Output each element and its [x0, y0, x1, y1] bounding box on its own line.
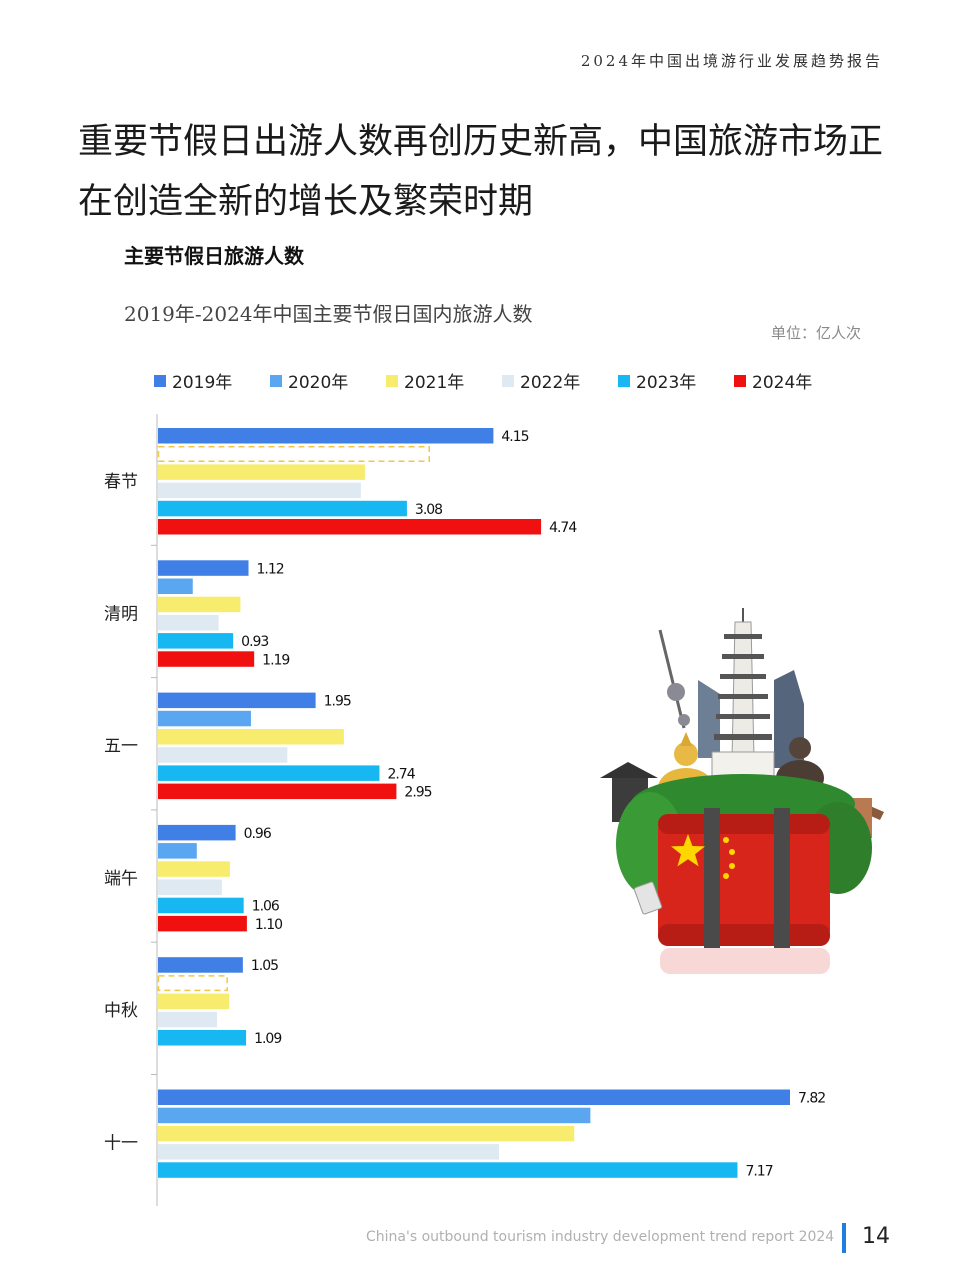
chart-unit-label: 单位：亿人次: [770, 324, 861, 342]
legend-label-2021: 2021年: [404, 373, 465, 393]
chart-bar: [158, 578, 193, 594]
chart-data-label: 1.09: [254, 1031, 281, 1047]
legend-label-2023: 2023年: [636, 373, 697, 393]
legend-swatch-2019: [154, 374, 166, 387]
flag-big-star-icon: [671, 834, 705, 867]
chart-bar: [158, 729, 344, 745]
chart-bar: [158, 614, 219, 631]
legend-label-2024: 2024年: [752, 373, 813, 393]
chart-bar: [158, 651, 255, 667]
chart-bar: [158, 783, 397, 800]
legend-item-2020: 2020年: [270, 368, 348, 393]
chart-bar: [158, 1030, 247, 1046]
chart-title: 2019年-2024年中国主要节假日国内旅游人数: [124, 302, 533, 326]
chart-placeholder-bar: [157, 445, 430, 462]
chart-category-label: 春节: [104, 472, 138, 492]
chart-data-label: 1.06: [252, 899, 280, 915]
chart-bar: [158, 747, 288, 763]
chart-bar: [158, 897, 244, 914]
china-travel-suitcase-landmarks-illustration: [600, 608, 884, 974]
chart-category-label: 端午: [104, 869, 138, 889]
chart-bar: [158, 843, 197, 859]
chart-data-label: 7.82: [798, 1091, 825, 1107]
chart-category-label: 清明: [104, 604, 138, 624]
chart-category-label: 中秋: [104, 1001, 138, 1021]
chart-data-label: 3.08: [415, 502, 442, 518]
chart-data-label: 2.95: [404, 785, 431, 801]
chart-bar: [158, 824, 236, 841]
legend-swatch-2020: [270, 374, 282, 387]
chart-bar: [158, 710, 251, 727]
chart-bar: [158, 1162, 738, 1178]
chart-bar: [158, 861, 230, 877]
chart-bar: [158, 519, 542, 535]
chart-data-label: 7.17: [745, 1163, 772, 1179]
footer-accent-bar: [842, 1223, 846, 1253]
legend-swatch-2024: [734, 374, 746, 387]
chart-bar: [158, 765, 380, 781]
page-headline: 重要节假日出游人数再创历史新高，中国旅游市场正在创造全新的增长及繁荣时期: [78, 122, 884, 222]
chart-data-label: 4.74: [549, 520, 577, 536]
chart-data-label: 0.96: [244, 826, 272, 842]
chart-bar: [158, 879, 222, 895]
legend-item-2021: 2021年: [386, 368, 464, 393]
report-title: 2024年中国出境游行业发展趋势报告: [580, 52, 883, 70]
chart-category-label: 十一: [104, 1134, 138, 1154]
chart-bar: [158, 1011, 217, 1028]
legend-swatch-2022: [502, 374, 514, 387]
legend-swatch-2023: [618, 374, 630, 387]
legend-label-2019: 2019年: [172, 373, 233, 393]
chart-bar: [158, 957, 243, 973]
legend-item-2022: 2022年: [502, 368, 580, 393]
legend-item-2023: 2023年: [618, 368, 696, 393]
section-title: 主要节假日旅游人数: [124, 244, 304, 268]
chart-bar: [158, 428, 494, 444]
chart-bar: [158, 560, 249, 576]
chart-bar: [158, 1125, 575, 1142]
legend-item-2024: 2024年: [734, 368, 812, 393]
chart-data-label: 1.19: [262, 652, 289, 668]
chart-bar: [158, 1089, 790, 1105]
suitcase-icon: [658, 808, 830, 948]
chart-category-label: 五一: [104, 737, 138, 757]
chart-bar: [158, 464, 365, 480]
chart-data-label: 1.05: [251, 958, 278, 974]
chart-data-label: 0.93: [241, 634, 268, 650]
chart-bar: [158, 692, 316, 709]
ticket-icon: [633, 881, 663, 915]
chart-bar: [158, 993, 230, 1010]
pagoda-icon: [711, 608, 775, 781]
chart-data-label: 1.10: [255, 917, 282, 933]
chart-bar: [158, 500, 407, 517]
chart-data-label: 1.95: [324, 694, 351, 710]
tv-tower-icon: [658, 629, 690, 729]
legend-swatch-2021: [386, 374, 398, 387]
chart-bar: [158, 1144, 500, 1160]
footer-text: China's outbound tourism industry develo…: [366, 1229, 835, 1245]
chart-bar: [158, 596, 241, 613]
page-number: 14: [862, 1224, 890, 1249]
chart-data-label: 1.12: [257, 561, 284, 577]
chart-data-label: 4.15: [501, 429, 528, 445]
legend-label-2022: 2022年: [520, 373, 581, 393]
suitcase-reflection: [660, 948, 830, 974]
chart-data-label: 2.74: [387, 766, 415, 782]
chart-bar: [158, 482, 361, 499]
chart-bar: [158, 915, 247, 932]
chart-placeholder-bar: [157, 975, 228, 992]
chart-bar: [158, 633, 234, 649]
chart-bar: [158, 1107, 591, 1124]
legend-label-2020: 2020年: [288, 373, 349, 393]
legend-item-2019: 2019年: [154, 368, 232, 393]
